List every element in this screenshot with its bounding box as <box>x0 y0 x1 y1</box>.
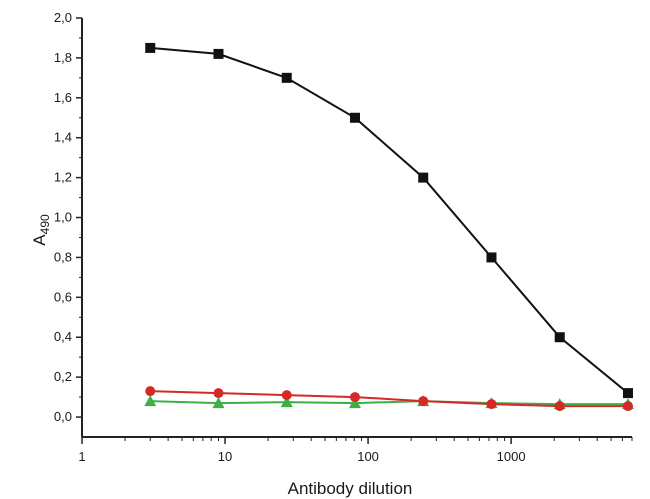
data-point-square <box>622 388 633 399</box>
y-tick-label: 2,0 <box>54 10 72 25</box>
data-point-square <box>418 172 429 183</box>
data-point-square <box>145 42 156 53</box>
data-point-circle <box>349 392 360 403</box>
series-line <box>150 400 628 406</box>
series-layer <box>144 42 634 412</box>
data-point-circle <box>145 386 156 397</box>
y-axis-title-subscript: 490 <box>38 214 52 234</box>
data-point-triangle <box>144 395 157 407</box>
data-point-triangle <box>212 397 225 409</box>
data-point-square <box>349 112 360 123</box>
series-square <box>145 42 633 399</box>
y-tick-label: 0,2 <box>54 369 72 384</box>
x-tick-label: 1 <box>78 449 85 464</box>
y-tick-label: 1,6 <box>54 90 72 105</box>
data-point-circle <box>213 388 224 399</box>
data-point-triangle <box>280 396 293 408</box>
data-point-square <box>486 252 497 263</box>
y-tick-label: 1,0 <box>54 210 72 225</box>
data-point-circle <box>281 390 292 401</box>
y-tick-label: 1,4 <box>54 130 72 145</box>
y-tick-label: 1,8 <box>54 50 72 65</box>
data-point-circle <box>622 401 633 412</box>
y-tick-label: 0,6 <box>54 289 72 304</box>
y-tick-label: 0,8 <box>54 249 72 264</box>
x-tick-label: 1000 <box>497 449 526 464</box>
y-tick-label: 0,0 <box>54 409 72 424</box>
axes: 0,0 0,2 0,4 0,6 0,8 1,0 1,2 1,4 1,6 1,8 2,0 1 10 100 1… <box>54 10 633 464</box>
data-point-circle <box>418 396 429 407</box>
series-line <box>150 46 629 394</box>
series-circle <box>145 386 633 412</box>
y-tick-label: 1,2 <box>54 170 72 185</box>
data-point-square <box>554 332 565 343</box>
x-tick-label: 10 <box>218 449 232 464</box>
data-point-circle <box>486 399 497 410</box>
x-axis-title: Antibody dilution <box>288 479 413 498</box>
series-line <box>150 390 628 408</box>
data-point-triangle <box>348 397 361 409</box>
y-tick-label: 0,4 <box>54 329 72 344</box>
x-tick-label: 100 <box>357 449 379 464</box>
data-point-square <box>213 48 224 59</box>
y-axis-title: A490 <box>30 214 52 246</box>
data-point-square <box>281 72 292 83</box>
data-point-circle <box>554 401 565 412</box>
y-axis-title-main: A <box>30 234 49 246</box>
